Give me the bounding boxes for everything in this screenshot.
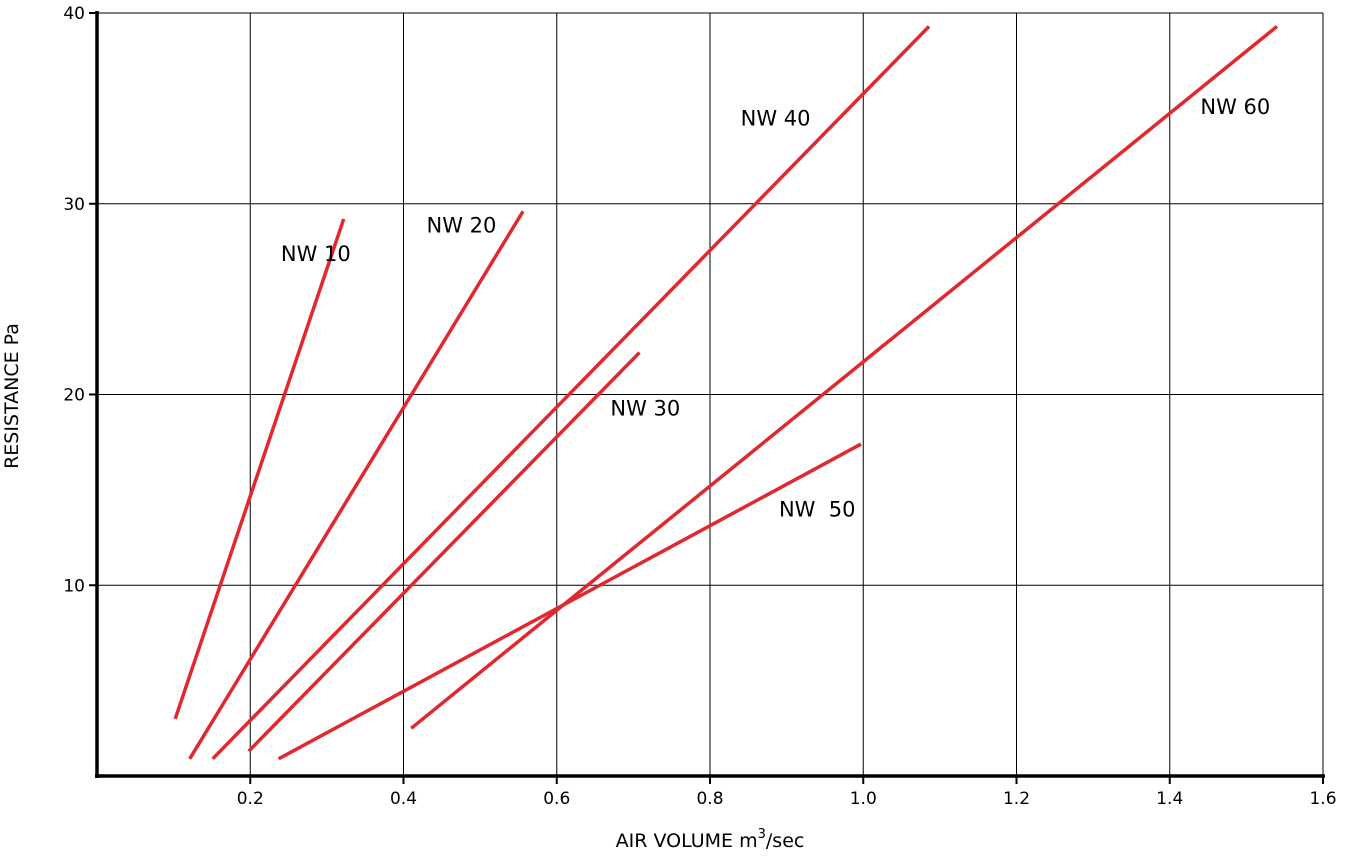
x-tick-label: 0.8: [696, 789, 723, 809]
x-tick-label: 1.4: [1156, 789, 1183, 809]
x-tick-label: 1.0: [850, 789, 877, 809]
tick-labels: 0.2 0.4 0.6 0.8 1.0 1.2 1.4 1.6 10 20 30 40: [63, 4, 1336, 809]
series-line-nw-30: [247, 351, 641, 753]
x-tick-label: 1.6: [1309, 789, 1336, 809]
y-tick-label: 40: [63, 4, 85, 24]
series-label-nw-10: NW 10: [281, 242, 351, 266]
x-axis-title-main: AIR VOLUME m: [616, 830, 758, 852]
series-lines: [173, 25, 1279, 761]
y-tick-label: 20: [63, 386, 85, 406]
series-labels: NW 10 NW 20 NW 30 NW 40 NW 50 NW 60: [281, 95, 1270, 521]
y-tick-label: 10: [63, 576, 85, 596]
x-tick-label: 0.2: [237, 789, 264, 809]
grid: [97, 12, 1324, 776]
series-label-nw-60: NW 60: [1200, 95, 1270, 119]
series-line-nw-60: [410, 25, 1279, 730]
x-tick-label: 1.2: [1003, 789, 1030, 809]
series-label-nw-30: NW 30: [610, 396, 680, 420]
x-axis-title-suffix: /sec: [766, 830, 804, 852]
series-line-nw-40: [211, 25, 931, 761]
y-axis-title: RESISTANCE Pa: [1, 323, 23, 469]
x-axis-title: AIR VOLUME m3/sec: [616, 827, 805, 852]
series-line-nw-10: [173, 218, 346, 720]
x-axis-title-superscript: 3: [758, 827, 766, 842]
axes: [89, 11, 1325, 784]
x-tick-label: 0.6: [543, 789, 570, 809]
series-label-nw-50: NW 50: [779, 498, 856, 522]
series-label-nw-40: NW 40: [741, 107, 811, 131]
series-label-nw-20: NW 20: [426, 213, 496, 237]
series-line-nw-20: [188, 210, 525, 760]
y-tick-label: 30: [63, 195, 85, 215]
x-tick-label: 0.4: [390, 789, 417, 809]
